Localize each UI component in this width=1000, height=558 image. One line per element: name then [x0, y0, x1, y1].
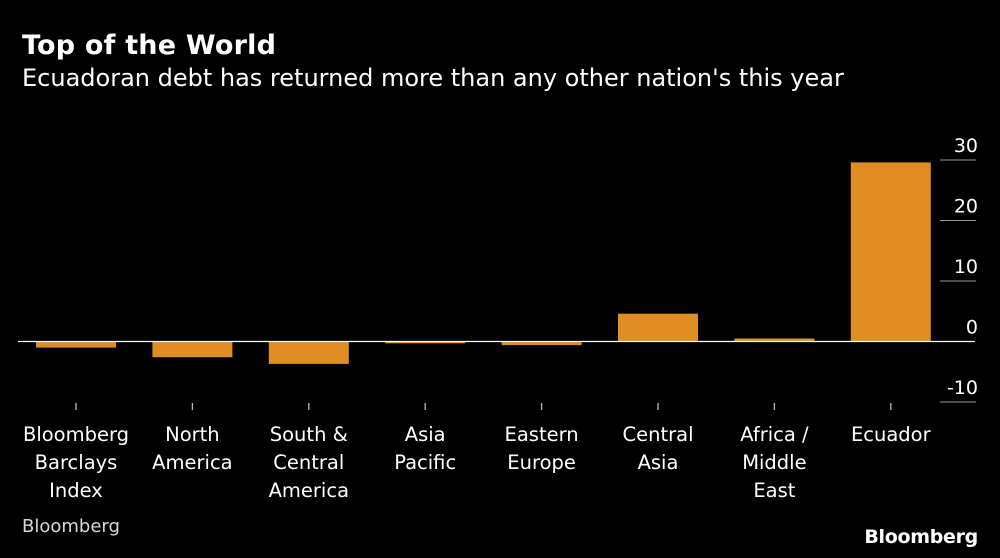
x-tick-label: Bloomberg Barclays Index	[23, 423, 129, 502]
x-tick-label: Ecuador	[851, 423, 932, 446]
chart-subtitle: Ecuadoran debt has returned more than an…	[22, 64, 844, 92]
x-axis: Bloomberg Barclays Index North America South …	[23, 403, 932, 502]
bars-layer	[36, 162, 931, 364]
y-axis: -10 0 10 20 30	[940, 135, 978, 403]
x-tick-label: North America	[152, 423, 232, 474]
bar-1	[152, 341, 233, 358]
bar-3	[385, 341, 466, 344]
y-tick-label: 0	[966, 317, 978, 339]
y-tick-label: 20	[954, 196, 978, 218]
y-tick-label: -10	[947, 377, 978, 399]
y-tick-label: 30	[954, 135, 978, 157]
x-tick-label: Eastern Europe	[505, 423, 579, 474]
bar-0	[36, 341, 116, 348]
bar-7	[850, 162, 931, 342]
bar-5	[618, 313, 698, 342]
bloomberg-logo: Bloomberg	[864, 526, 978, 548]
bar-2	[268, 341, 349, 364]
bar-6	[734, 338, 815, 342]
x-tick-label: Central Asia	[622, 423, 693, 474]
y-tick-label: 10	[954, 256, 978, 278]
source-note: Bloomberg	[22, 516, 120, 537]
x-tick-label: Africa / Middle East	[740, 423, 809, 502]
bar-4	[501, 341, 582, 346]
chart-title: Top of the World	[22, 30, 277, 61]
x-tick-label: Asia Pacific	[394, 423, 456, 474]
x-tick-label: South & Central America	[269, 423, 349, 502]
